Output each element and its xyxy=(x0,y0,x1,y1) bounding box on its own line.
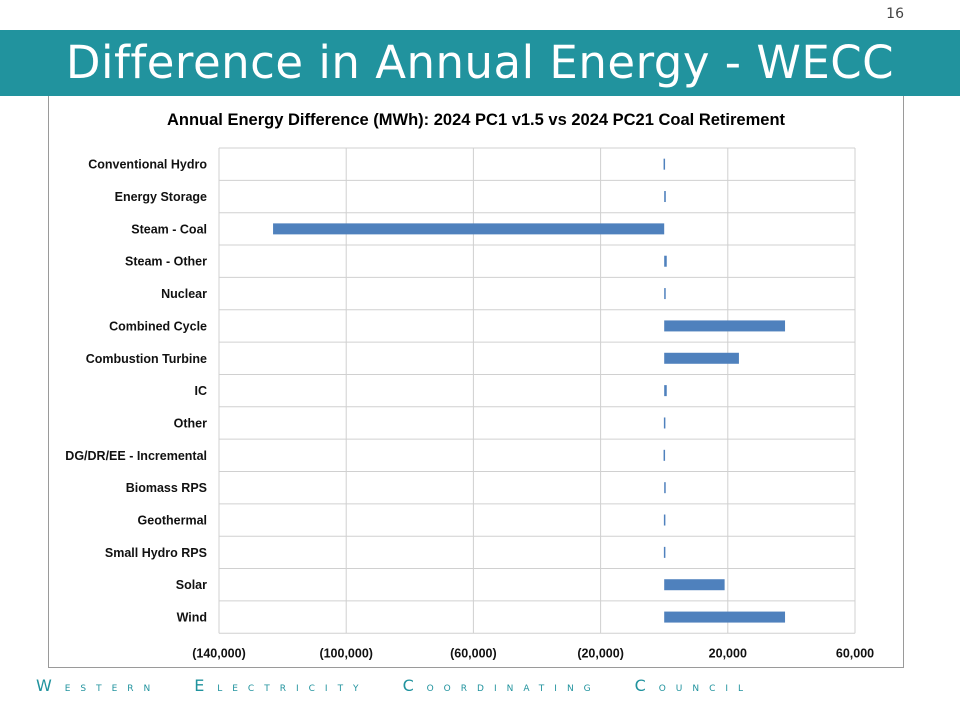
category-label: Solar xyxy=(176,578,207,592)
chart-frame: Annual Energy Difference (MWh): 2024 PC1… xyxy=(48,96,904,668)
bar xyxy=(664,385,667,397)
category-label: IC xyxy=(195,384,208,398)
bar xyxy=(663,158,666,170)
bar xyxy=(663,546,666,558)
bar xyxy=(664,191,666,203)
x-tick-label: (60,000) xyxy=(450,646,497,660)
bar xyxy=(273,223,665,235)
chart-title: Annual Energy Difference (MWh): 2024 PC1… xyxy=(167,111,786,129)
bar xyxy=(663,514,666,526)
bar xyxy=(664,579,725,591)
x-tick-label: (100,000) xyxy=(319,646,373,660)
category-label: DG/DR/EE - Incremental xyxy=(65,449,207,463)
category-label: Combined Cycle xyxy=(109,319,207,333)
bar xyxy=(664,255,667,267)
grid-lines xyxy=(218,147,856,634)
category-label: Combustion Turbine xyxy=(86,352,207,366)
category-label: Steam - Other xyxy=(125,255,207,269)
bar xyxy=(664,352,739,364)
category-label: Small Hydro RPS xyxy=(105,546,207,560)
category-label: Biomass RPS xyxy=(126,481,207,495)
footer-word: E LECTRICITY xyxy=(194,676,369,695)
footer-word: C OUNCIL xyxy=(634,676,754,695)
bar-chart: Annual Energy Difference (MWh): 2024 PC1… xyxy=(65,111,874,660)
page-number: 16 xyxy=(886,6,904,22)
slide-title: Difference in Annual Energy - WECC xyxy=(65,36,895,89)
bar xyxy=(664,482,666,494)
title-bar xyxy=(0,30,960,96)
category-label: Energy Storage xyxy=(115,190,207,204)
category-labels: Conventional Hydro Energy Storage Steam - … xyxy=(65,158,207,625)
bar xyxy=(664,288,666,300)
bars xyxy=(273,158,786,623)
footer-word: C OORDINATING xyxy=(402,676,601,695)
footer-organization: W ESTERN E LECTRICITY C OORDINATING C OUNCI… xyxy=(36,676,787,695)
category-label: Geothermal xyxy=(138,514,207,528)
bar xyxy=(664,320,786,332)
x-tick-label: 60,000 xyxy=(836,646,874,660)
bar xyxy=(663,417,666,429)
category-label: Steam - Coal xyxy=(131,222,207,236)
x-tick-label: (140,000) xyxy=(192,646,246,660)
category-label: Wind xyxy=(177,611,207,625)
bar xyxy=(663,449,666,461)
x-axis-tick-labels: (140,000) (100,000) (60,000) (20,000) 20,000… xyxy=(192,646,874,660)
bar xyxy=(664,611,786,623)
x-tick-label: (20,000) xyxy=(577,646,624,660)
x-tick-label: 20,000 xyxy=(709,646,747,660)
footer-word: W ESTERN xyxy=(36,676,161,695)
category-label: Conventional Hydro xyxy=(88,158,207,172)
category-label: Nuclear xyxy=(161,287,207,301)
category-label: Other xyxy=(174,416,207,430)
